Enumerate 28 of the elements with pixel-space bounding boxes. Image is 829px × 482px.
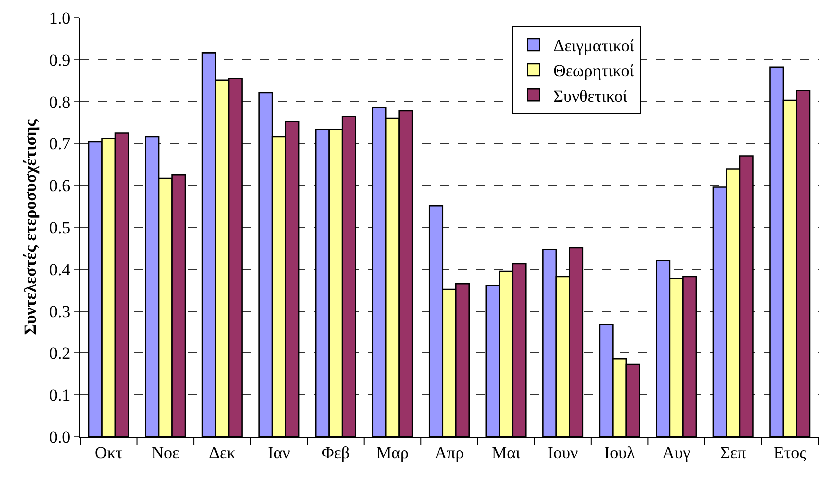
y-tick-label: 0.8 (49, 92, 71, 112)
x-tick-label: Ετος (774, 443, 807, 462)
x-tick-label: Μαι (492, 443, 521, 462)
y-tick-label: 0.5 (49, 218, 71, 238)
y-tick-label: 0.4 (49, 260, 72, 280)
x-tick-label: Απρ (434, 443, 464, 462)
x-tick-label: Μαρ (376, 443, 409, 462)
y-tick-label: 0.9 (49, 50, 71, 70)
y-axis-title: Συντελεστές ετεροσυσχέτισης (21, 118, 40, 336)
legend-label: Συνθετικοί (554, 86, 628, 106)
x-tick-label: Αυγ (662, 443, 692, 462)
y-tick-label: 1.0 (49, 8, 71, 28)
x-tick-label: Οκτ (95, 443, 123, 462)
x-tick-label: Νοε (152, 443, 180, 462)
y-tick-label: 0.6 (49, 176, 71, 196)
x-tick-label: Δεκ (209, 443, 236, 462)
legend-label: Θεωρητικοί (554, 62, 635, 81)
x-tick-label: Φεβ (322, 443, 350, 462)
legend-label: Δειγματικοί (554, 36, 635, 56)
y-tick-label: 0.3 (49, 302, 71, 322)
y-tick-label: 0.7 (49, 134, 72, 154)
x-tick-label: Ιουν (548, 443, 578, 462)
y-tick-label: 0.2 (49, 344, 71, 364)
y-tick-label: 0.1 (49, 386, 71, 406)
x-tick-label: Ιουλ (604, 443, 636, 462)
x-tick-label: Ιαν (268, 443, 291, 462)
y-tick-label: 0.0 (49, 428, 71, 447)
x-tick-label: Σεπ (720, 443, 747, 462)
